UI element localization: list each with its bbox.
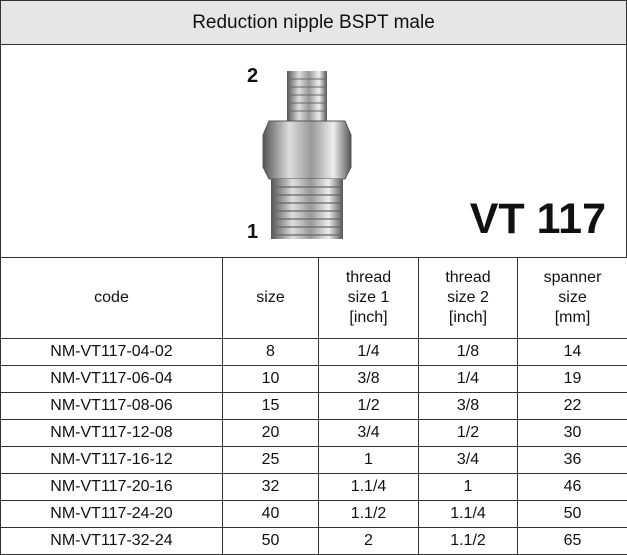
table-cell: 50	[517, 500, 627, 528]
table-cell: 1.1/2	[318, 500, 419, 528]
table-cell: 1/4	[318, 338, 419, 366]
table-cell: 1.1/4	[318, 473, 419, 501]
table-cell: 1/8	[418, 338, 518, 366]
header-line: thread	[346, 268, 391, 288]
table-cell: NM-VT117-08-06	[0, 392, 223, 420]
title: Reduction nipple BSPT male	[0, 0, 627, 45]
header-line: size 1	[348, 288, 390, 308]
table-cell: 1/2	[318, 392, 419, 420]
column-header: size	[222, 257, 319, 339]
table-cell: 22	[517, 392, 627, 420]
table-cell: 20	[222, 419, 319, 447]
table-cell: 32	[222, 473, 319, 501]
table-cell: 14	[517, 338, 627, 366]
header-line: [inch]	[449, 308, 487, 328]
table-cell: 1/2	[418, 419, 518, 447]
image-area: 2 1 VT 117	[0, 44, 627, 258]
table-cell: 2	[318, 527, 419, 555]
table-cell: 19	[517, 365, 627, 393]
table-cell: 46	[517, 473, 627, 501]
column-header: code	[0, 257, 223, 339]
model-label: VT 117	[470, 195, 606, 244]
table-cell: 1/4	[418, 365, 518, 393]
header-line: code	[94, 288, 129, 308]
page: Reduction nipple BSPT male 2 1 VT	[0, 0, 627, 555]
table-cell: NM-VT117-24-20	[0, 500, 223, 528]
table-cell: 15	[222, 392, 319, 420]
header-line: [mm]	[555, 308, 591, 328]
table-cell: NM-VT117-06-04	[0, 365, 223, 393]
table-cell: 3/8	[418, 392, 518, 420]
table-cell: 1.1/4	[418, 500, 518, 528]
table-cell: NM-VT117-12-08	[0, 419, 223, 447]
header-line: [inch]	[349, 308, 387, 328]
table-cell: 36	[517, 446, 627, 474]
fitting	[263, 71, 351, 239]
table-cell: 30	[517, 419, 627, 447]
table-cell: NM-VT117-04-02	[0, 338, 223, 366]
table-cell: 3/4	[418, 446, 518, 474]
table-cell: NM-VT117-16-12	[0, 446, 223, 474]
table-cell: 1	[318, 446, 419, 474]
table-cell: 3/8	[318, 365, 419, 393]
header-line: size	[256, 288, 284, 308]
header-line: thread	[445, 268, 490, 288]
table-cell: 10	[222, 365, 319, 393]
table-cell: 3/4	[318, 419, 419, 447]
table-cell: 25	[222, 446, 319, 474]
table-cell: 65	[517, 527, 627, 555]
table-cell: 1.1/2	[418, 527, 518, 555]
header-line: size 2	[447, 288, 489, 308]
table-cell: 50	[222, 527, 319, 555]
table-cell: NM-VT117-20-16	[0, 473, 223, 501]
header-line: spanner	[544, 268, 602, 288]
table-cell: 1	[418, 473, 518, 501]
table-cell: 8	[222, 338, 319, 366]
header-line: size	[558, 288, 586, 308]
table-cell: NM-VT117-32-24	[0, 527, 223, 555]
table-cell: 40	[222, 500, 319, 528]
